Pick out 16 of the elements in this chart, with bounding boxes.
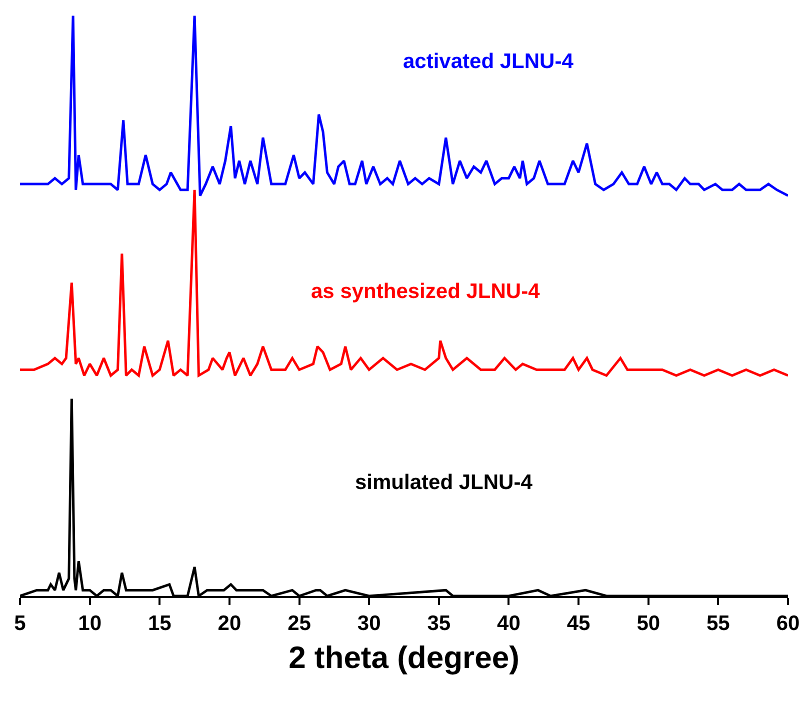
x-tick-label: 25 (288, 612, 312, 636)
x-tick-label: 60 (776, 612, 800, 636)
x-tick-label: 20 (218, 612, 242, 636)
x-tick-label: 30 (357, 612, 381, 636)
x-tick-label: 5 (14, 612, 26, 636)
text: as synthesized JLNU-4 (311, 280, 540, 303)
x-tick-label: 45 (566, 612, 591, 636)
x-axis-title: 2 theta (degree) (288, 640, 520, 675)
x-tick-label: 50 (636, 612, 660, 636)
x-tick-label: 15 (148, 612, 172, 636)
x-tick-label: 55 (706, 612, 730, 636)
x-tick-label: 10 (78, 612, 102, 636)
x-tick-label: 35 (427, 612, 451, 636)
text: activated JLNU-4 (403, 50, 574, 73)
x-tick-label: 40 (497, 612, 520, 636)
text: simulated JLNU-4 (355, 471, 533, 494)
